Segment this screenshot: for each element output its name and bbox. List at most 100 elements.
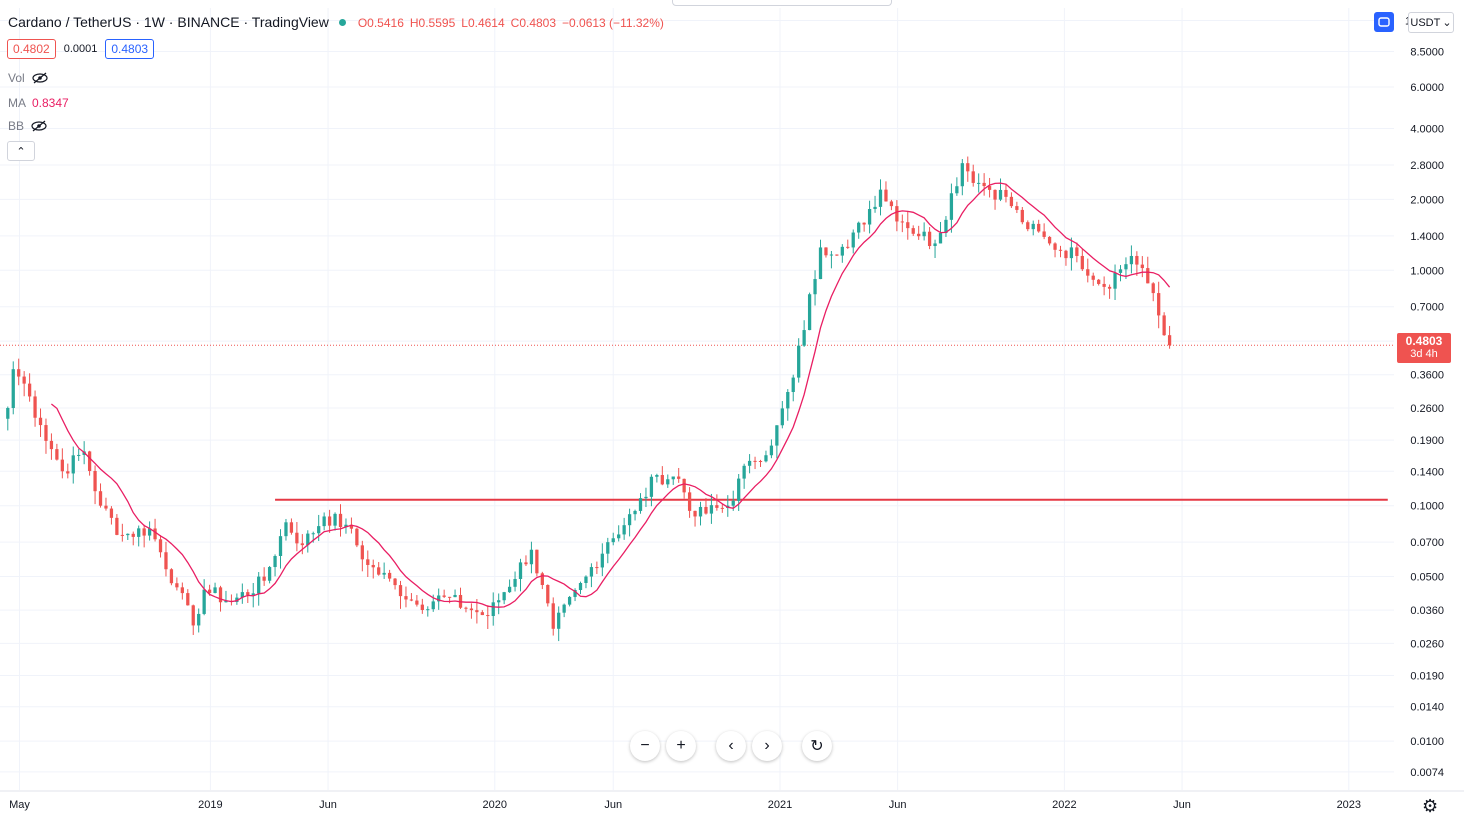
- price-tick-label: 8.5000: [1410, 46, 1444, 58]
- candle-body: [982, 182, 986, 187]
- candle-body: [377, 567, 381, 575]
- candle-body: [393, 578, 397, 586]
- candle-body: [557, 612, 561, 629]
- candle-body: [889, 201, 894, 207]
- candle-body: [551, 603, 555, 629]
- candle-body: [966, 163, 970, 172]
- eye-hidden-icon[interactable]: [30, 120, 48, 132]
- price-tick-label: 1.0000: [1410, 265, 1444, 277]
- zoom-out-button[interactable]: −: [630, 731, 660, 761]
- candle-body: [235, 597, 239, 602]
- reset-chart-button[interactable]: ↻: [802, 731, 832, 761]
- candle-body: [447, 596, 452, 598]
- candle-body: [22, 376, 26, 384]
- candle-body: [1097, 279, 1101, 284]
- price-tick-label: 0.2600: [1410, 403, 1444, 415]
- candle-body: [1129, 255, 1134, 265]
- sell-price-button[interactable]: 0.4802: [7, 39, 56, 59]
- candle-body: [1113, 272, 1117, 289]
- candle-body: [1151, 283, 1155, 294]
- candle-body: [224, 600, 228, 603]
- candle-body: [742, 465, 746, 479]
- candle-body: [704, 506, 708, 514]
- candle-body: [404, 596, 408, 600]
- candle-body: [895, 206, 899, 222]
- auto-scale-button[interactable]: [1374, 12, 1394, 32]
- candle-body: [109, 508, 114, 518]
- candle-body: [753, 460, 757, 462]
- candle-body: [540, 573, 544, 585]
- candle-body: [584, 576, 588, 583]
- candle-body: [1069, 247, 1074, 259]
- price-tick-label: 0.0074: [1410, 767, 1444, 779]
- candle-body: [846, 246, 850, 248]
- candle-body: [731, 500, 735, 506]
- candle-body: [606, 542, 610, 554]
- gear-icon[interactable]: ⚙: [1422, 796, 1439, 816]
- currency-selector[interactable]: USDT ⌄: [1408, 12, 1454, 33]
- indicator-bb[interactable]: BB: [8, 119, 48, 133]
- candle-body: [764, 455, 768, 462]
- candle-body: [426, 609, 430, 611]
- time-axis[interactable]: May 2019 Jun 2020 Jun 2021 Jun 2022 Jun 2023: [0, 790, 1464, 811]
- candle-body: [791, 377, 795, 393]
- candle-body: [186, 593, 190, 606]
- candle-body: [93, 470, 97, 492]
- candle-body: [987, 186, 992, 190]
- scroll-left-button[interactable]: ‹: [716, 731, 746, 761]
- time-tick-label: Jun: [604, 799, 622, 811]
- buy-price-button[interactable]: 0.4803: [105, 39, 155, 59]
- candle-body: [633, 510, 637, 515]
- candle-body: [480, 612, 484, 616]
- indicator-ma[interactable]: MA 0.8347: [8, 96, 69, 110]
- top-toolbar-tab[interactable]: [672, 0, 892, 6]
- candle-body: [191, 605, 195, 626]
- candle-body: [77, 454, 81, 456]
- time-tick-label: 2023: [1337, 799, 1361, 811]
- price-tick-label: 6.0000: [1410, 82, 1444, 94]
- candle-body: [529, 549, 534, 565]
- candle-body: [862, 222, 866, 225]
- ohlc-values: O0.5416 H0.5595 L0.4614 C0.4803 −0.0613 (−11…: [357, 16, 664, 30]
- candle-body: [818, 247, 823, 280]
- candle-body: [49, 440, 54, 450]
- candle-body: [671, 476, 675, 480]
- candle-body: [55, 449, 59, 460]
- symbol-title[interactable]: Cardano / TetherUS · 1W · BINANCE · Trad…: [8, 14, 329, 30]
- eye-hidden-icon[interactable]: [31, 72, 49, 84]
- candle-body: [1015, 206, 1019, 210]
- time-tick-label: Jun: [889, 799, 907, 811]
- time-tick-label: May: [9, 799, 30, 811]
- moving-average-line: [50, 182, 1171, 608]
- candle-body: [180, 587, 184, 594]
- candle-body: [6, 407, 10, 419]
- price-tick-label: 0.0100: [1410, 736, 1444, 748]
- candle-body: [769, 445, 774, 456]
- indicator-vol[interactable]: Vol: [8, 71, 49, 85]
- candle-body: [300, 543, 304, 546]
- price-tick-label: 0.0360: [1410, 605, 1444, 617]
- candle-body: [464, 607, 468, 609]
- candle-body: [207, 589, 212, 594]
- collapse-legend-button[interactable]: ⌃: [7, 141, 35, 161]
- candle-body: [524, 562, 528, 565]
- price-axis[interactable]: 11.50008.50006.00004.00002.80002.00001.4…: [1394, 0, 1464, 822]
- candle-body: [87, 451, 92, 471]
- candle-body: [829, 254, 834, 256]
- candle-body: [371, 564, 375, 568]
- candle-body: [518, 562, 523, 579]
- last-price-label: 0.4803 3d 4h: [1397, 333, 1451, 363]
- moving-average-layer: [50, 182, 1171, 608]
- candle-body: [27, 383, 32, 397]
- candle-body: [1146, 268, 1150, 284]
- candle-body: [840, 246, 844, 256]
- price-tick-label: 0.0500: [1410, 572, 1444, 584]
- price-tick-label: 0.3600: [1410, 370, 1444, 382]
- scroll-right-button[interactable]: ›: [752, 731, 782, 761]
- candle-body: [502, 592, 506, 601]
- candle-body: [1167, 335, 1172, 346]
- time-tick-label: Jun: [319, 799, 337, 811]
- candle-body: [786, 392, 790, 409]
- zoom-in-button[interactable]: +: [666, 731, 696, 761]
